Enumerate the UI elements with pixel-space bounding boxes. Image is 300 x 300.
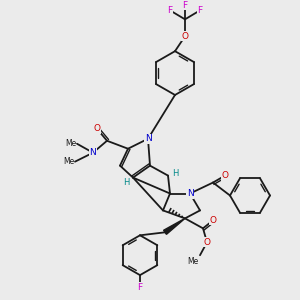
Text: H: H <box>172 169 178 178</box>
Text: O: O <box>94 124 100 133</box>
Text: O: O <box>221 171 229 180</box>
Text: F: F <box>137 283 142 292</box>
Polygon shape <box>164 218 185 234</box>
Text: F: F <box>182 1 188 10</box>
Text: N: N <box>145 134 152 143</box>
Text: O: O <box>182 32 188 41</box>
Text: Me: Me <box>65 139 76 148</box>
Text: N: N <box>90 148 96 157</box>
Text: F: F <box>197 6 202 15</box>
Text: O: O <box>209 216 217 225</box>
Text: N: N <box>187 189 194 198</box>
Text: F: F <box>167 6 172 15</box>
Text: Me: Me <box>63 157 74 166</box>
Text: H: H <box>123 178 129 187</box>
Text: Me: Me <box>187 257 198 266</box>
Text: O: O <box>203 238 211 247</box>
